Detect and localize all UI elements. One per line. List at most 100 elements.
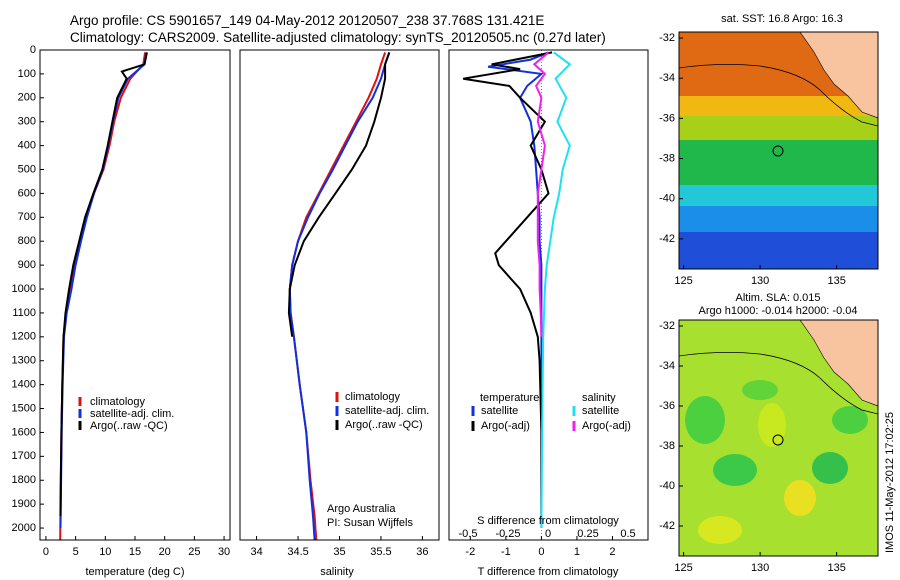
y-tick-label: 1800 [12,474,36,486]
sla-map-frame [678,319,879,557]
series-climatology [288,52,387,541]
series-satellite-adj-clim [59,52,148,529]
s-tick-label: 0 [545,528,551,540]
y-tick-label: 1500 [12,402,36,414]
legend-s-argo: Argo(-adj) [582,420,631,432]
sla-map-title-2: Argo h1000: -0.014 h2000: -0.04 [698,305,857,317]
sst-field-yellowgreen [679,112,878,140]
y-tick-label: 300 [18,116,36,128]
sla-map-shelf-contour [679,352,878,415]
y-tick-label: 0 [30,44,36,56]
x-tick-label: 10 [99,546,111,558]
sla-argo-position-marker [772,434,784,446]
x-tick-label: 36 [416,546,428,558]
sst-map-shelf-contour [679,64,878,127]
y-tick-label: 200 [18,92,36,104]
sst-map-title: sat. SST: 16.8 Argo: 16.3 [721,13,843,25]
y-tick-label: 1900 [12,498,36,510]
sst-field-green [679,135,878,185]
x-tick-label: 25 [188,546,200,558]
sla-map-title-1: Altim. SLA: 0.015 [736,292,821,304]
map-y-tick-label: -40 [659,480,675,492]
x-tick-label: 5 [73,546,79,558]
depth-ticks: 0 100 200 300 400 500 600 700 800 900 1000 1100 1200… [12,44,44,534]
header-line2: Climatology: CARS2009. Satellite-adjuste… [70,30,606,45]
map-x-tick-label: 135 [827,562,845,574]
sst-argo-position-marker [772,145,784,157]
header-line1: Argo profile: CS 5901657_149 04-May-2012… [70,13,544,28]
sst-map-field [679,32,878,269]
x-tick-label: -2 [465,546,475,558]
s-tick-label: 0.5 [620,528,635,540]
legend-t-argo: Argo(-adj) [481,420,530,432]
y-tick-label: 500 [18,163,36,175]
y-tick-label: 800 [18,235,36,247]
difference-panel: -2 -1 0 1 2 -0.5 -0.25 0 0.25 0.5 S difference f… [448,49,649,578]
sla-eddy [685,396,725,444]
map-y-tick-label: -34 [659,360,675,372]
y-tick-label: 1600 [12,426,36,438]
x-tick-label: 2 [609,546,615,558]
sla-eddy [758,403,786,447]
series-argo-raw-qc [59,52,148,517]
timestamp-stamp: IMOS 11-May-2012 17:02:25 [884,412,896,553]
x-tick-label: 1 [574,546,580,558]
difference-legend: temperature satellite Argo(-adj) salinit… [471,392,631,432]
series-satellite-adj-clim [288,52,391,541]
map-y-tick-label: -42 [659,520,675,532]
x-tick-label: 34 [250,546,262,558]
x-tick-label: -1 [501,546,511,558]
x-tick-label: 0 [43,546,49,558]
salinity-axes [239,49,440,541]
legend-argo: Argo(..raw -QC) [345,419,423,431]
sst-map-land [799,32,878,119]
x-tick-label: 35.5 [370,546,391,558]
map-y-tick-label: -32 [659,32,675,44]
x-tick-label: 20 [159,546,171,558]
series-s-argo-adj [532,51,550,337]
temperature-marks [59,52,148,541]
salinity-xlabel: salinity [320,566,354,578]
x-tick-label: 30 [218,546,230,558]
salinity-panel: 34 34.5 35 35.5 36 salinity climatology sate… [239,49,440,578]
argo-pi-note: PI: Susan Wijffels [327,517,413,529]
sst-map-ticks: 125 130 135 -32 -34 -36 -38 -40 -42 [659,32,846,287]
sst-map-frame [678,31,879,270]
y-tick-label: 1700 [12,450,36,462]
s-difference-ticks: -0.5 -0.25 0 0.25 0.5 [459,528,636,540]
sla-map-land [799,320,878,407]
s-tick-label: -0.25 [495,528,520,540]
map-y-tick-label: -34 [659,72,675,84]
y-tick-label: 1000 [12,283,36,295]
series-argo-raw-qc [287,52,391,337]
y-tick-label: 100 [18,68,36,80]
sst-map-panel: sat. SST: 16.8 Argo: 16.3 125 130 135 -32 -3… [659,13,879,287]
map-y-tick-label: -36 [659,112,675,124]
sla-map-panel: Altim. SLA: 0.015 Argo h1000: -0.014 h20… [659,292,879,574]
map-y-tick-label: -32 [659,320,675,332]
series-s-satellite [540,51,572,529]
series-climatology [59,52,147,541]
legend-argo: Argo(..raw -QC) [90,420,168,432]
legend-satellite: satellite-adj. clim. [90,408,174,420]
temperature-legend: climatology satellite-adj. clim. Argo(..… [78,396,174,432]
map-y-tick-label: -36 [659,400,675,412]
t-difference-xlabel: T difference from climatology [478,566,619,578]
sla-eddy [812,452,848,484]
legend-salinity-title: salinity [582,392,616,404]
map-x-tick-label: 130 [751,275,769,287]
temperature-panel: 0100200300400500600700800900100011001200… [12,44,231,578]
legend-t-satellite: satellite [481,405,518,417]
sla-eddy [698,516,742,544]
y-tick-label: 1100 [12,307,36,319]
s-tick-label: -0.5 [459,528,478,540]
sla-map-field [679,320,878,556]
map-x-tick-label: 130 [751,562,769,574]
map-y-tick-label: -42 [659,233,675,245]
sla-eddy [713,454,757,486]
y-tick-label: 1400 [12,379,36,391]
difference-marks [463,50,572,540]
map-x-tick-label: 125 [674,275,692,287]
y-tick-label: 2000 [12,522,36,534]
